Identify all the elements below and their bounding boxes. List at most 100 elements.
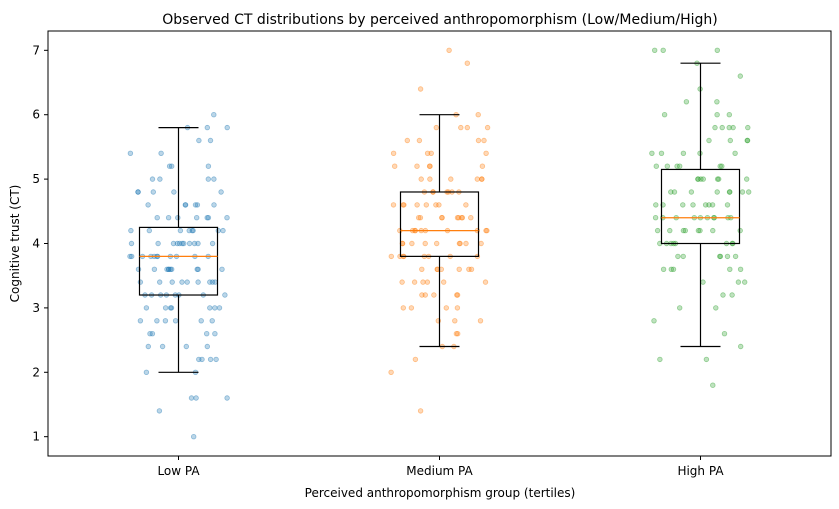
data-point xyxy=(452,318,458,324)
data-point xyxy=(174,240,180,247)
data-point xyxy=(145,202,151,208)
data-point xyxy=(209,279,216,285)
data-point xyxy=(166,163,173,169)
data-point xyxy=(700,279,706,285)
data-point xyxy=(195,240,201,247)
data-point xyxy=(735,279,742,285)
y-tick-label: 3 xyxy=(32,301,40,315)
data-point xyxy=(726,111,732,118)
data-point xyxy=(135,266,142,272)
data-point xyxy=(165,214,172,221)
data-point xyxy=(420,279,426,285)
data-point xyxy=(424,150,431,156)
data-point xyxy=(196,137,202,144)
data-point xyxy=(409,240,415,247)
data-point xyxy=(732,150,738,156)
data-point xyxy=(172,318,179,324)
data-point xyxy=(194,266,200,272)
data-point xyxy=(660,47,666,53)
data-point xyxy=(439,214,445,221)
data-point xyxy=(727,266,733,272)
data-point xyxy=(698,176,704,182)
data-point xyxy=(212,331,218,337)
y-tick-label: 6 xyxy=(32,108,40,122)
box xyxy=(399,191,480,257)
data-point xyxy=(703,356,710,363)
data-point xyxy=(717,253,723,260)
data-point xyxy=(714,111,720,118)
data-point xyxy=(454,292,460,298)
data-point xyxy=(433,202,439,208)
data-point xyxy=(209,318,215,324)
data-point xyxy=(149,331,156,337)
data-point xyxy=(706,137,712,144)
data-point xyxy=(143,369,150,375)
y-tick-label: 2 xyxy=(32,365,40,379)
data-point xyxy=(135,189,141,195)
data-point xyxy=(388,253,394,260)
data-point xyxy=(171,189,177,195)
y-tick-label: 4 xyxy=(32,237,40,251)
data-point xyxy=(652,214,659,221)
data-point xyxy=(189,227,195,234)
data-point xyxy=(463,202,469,208)
data-point xyxy=(164,266,170,272)
data-point xyxy=(168,266,175,272)
data-point xyxy=(414,202,420,208)
y-axis: 1 2 3 4 5 6 7 xyxy=(32,43,48,444)
data-point xyxy=(677,163,683,169)
data-point xyxy=(744,176,750,182)
data-point xyxy=(207,305,213,311)
data-point xyxy=(424,279,431,285)
data-point xyxy=(137,318,144,324)
plot-area xyxy=(127,47,752,440)
data-point xyxy=(680,253,686,260)
box-group-1 xyxy=(127,111,230,440)
data-point xyxy=(209,240,216,247)
data-point xyxy=(168,305,175,311)
data-point xyxy=(479,176,485,182)
data-point xyxy=(697,227,703,234)
data-point xyxy=(713,305,719,311)
data-point xyxy=(726,189,733,195)
data-point xyxy=(149,176,156,182)
data-point xyxy=(737,266,744,272)
data-point xyxy=(193,214,200,221)
data-point xyxy=(158,150,164,156)
data-point xyxy=(399,279,405,285)
data-point xyxy=(484,227,490,234)
data-point xyxy=(205,176,211,182)
data-point xyxy=(417,86,424,92)
data-point xyxy=(165,266,172,272)
data-point xyxy=(719,124,725,131)
data-point xyxy=(463,240,469,247)
data-point xyxy=(479,163,486,169)
data-point xyxy=(661,111,668,118)
data-point xyxy=(710,382,716,388)
data-point xyxy=(184,279,190,285)
x-axis-label: Perceived anthropomorphism group (tertil… xyxy=(305,486,576,500)
data-point xyxy=(671,189,678,195)
data-point xyxy=(657,356,663,363)
data-point xyxy=(459,214,465,221)
data-point xyxy=(721,331,728,337)
data-point xyxy=(135,189,141,195)
data-point xyxy=(204,214,210,221)
data-point xyxy=(162,305,169,311)
data-point xyxy=(431,292,437,298)
data-point xyxy=(737,73,743,79)
data-point xyxy=(427,176,433,182)
data-point xyxy=(416,137,423,144)
data-point xyxy=(183,343,189,350)
data-point xyxy=(392,163,398,169)
data-point xyxy=(145,343,151,350)
data-point xyxy=(668,189,674,195)
data-point xyxy=(213,356,219,363)
data-point xyxy=(727,189,733,195)
x-tick-label: High PA xyxy=(677,464,724,478)
data-point xyxy=(205,163,212,169)
data-point xyxy=(155,240,161,247)
data-point xyxy=(455,214,462,221)
data-point xyxy=(455,331,461,337)
data-point xyxy=(475,137,482,144)
